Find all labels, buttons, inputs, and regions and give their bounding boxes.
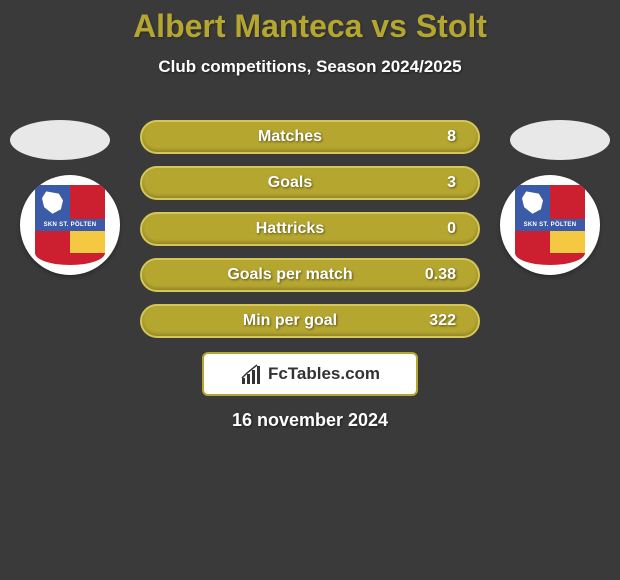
stat-label: Goals [164, 174, 416, 192]
stat-value: 8 [416, 128, 456, 146]
stat-label: Hattricks [164, 220, 416, 238]
page-title: Albert Manteca vs Stolt [0, 0, 620, 45]
stat-value: 322 [416, 312, 456, 330]
branding-box[interactable]: FcTables.com [202, 352, 418, 396]
stat-value: 0.38 [416, 266, 456, 284]
stat-label: Matches [164, 128, 416, 146]
chart-icon [240, 364, 262, 384]
club-badge-right: SKN ST. PÖLTEN [500, 175, 600, 275]
stat-label: Goals per match [164, 266, 416, 284]
stat-value: 3 [416, 174, 456, 192]
player-avatar-left [10, 120, 110, 160]
branding-text: FcTables.com [268, 364, 380, 384]
stat-value: 0 [416, 220, 456, 238]
stat-row-min-per-goal: Min per goal 322 [140, 304, 480, 338]
player-avatar-right [510, 120, 610, 160]
badge-text: SKN ST. PÖLTEN [515, 219, 585, 232]
stat-row-goals-per-match: Goals per match 0.38 [140, 258, 480, 292]
shield-icon: SKN ST. PÖLTEN [35, 185, 105, 265]
club-badge-left: SKN ST. PÖLTEN [20, 175, 120, 275]
stat-label: Min per goal [164, 312, 416, 330]
page-subtitle: Club competitions, Season 2024/2025 [0, 57, 620, 77]
stats-container: Matches 8 Goals 3 Hattricks 0 Goals per … [140, 120, 480, 350]
stat-row-matches: Matches 8 [140, 120, 480, 154]
stat-row-goals: Goals 3 [140, 166, 480, 200]
shield-icon: SKN ST. PÖLTEN [515, 185, 585, 265]
date-text: 16 november 2024 [0, 410, 620, 431]
badge-text: SKN ST. PÖLTEN [35, 219, 105, 232]
stat-row-hattricks: Hattricks 0 [140, 212, 480, 246]
